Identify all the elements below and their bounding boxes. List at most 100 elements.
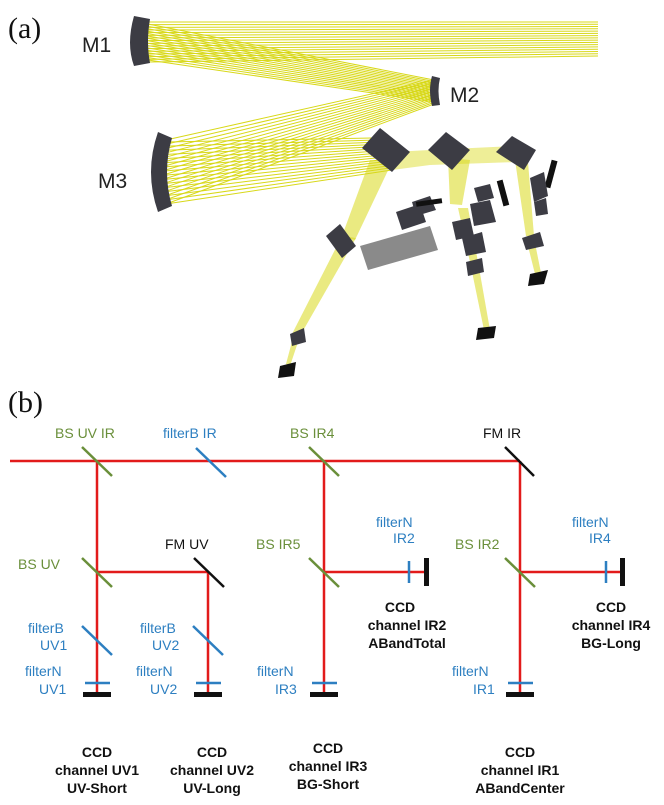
ray: [147, 45, 435, 94]
panel-a-label: (a): [8, 12, 41, 45]
ray: [165, 160, 387, 188]
label-bs-ir4: BS IR4: [290, 425, 335, 441]
label-filtern-uv1-line2: UV1: [39, 681, 66, 697]
ccd-ir1-line2: channel IR1: [481, 762, 560, 778]
filter-filterb-uv1: [81, 625, 113, 656]
label-bs-ir5: BS IR5: [256, 536, 301, 552]
ccd-ir1-line1: CCD: [505, 744, 535, 760]
ray: [165, 141, 375, 151]
ccd-ir2-line3: ABandTotal: [368, 635, 446, 651]
ccd-uv1-line1: CCD: [82, 744, 112, 760]
rays-m1-to-m2: [147, 23, 435, 103]
ray: [165, 89, 435, 167]
ray-bundles: [147, 21, 599, 366]
ccd-bar-ir3: [310, 692, 338, 697]
ray: [165, 148, 379, 164]
ray: [165, 143, 377, 155]
ccd-ir2-line2: channel IR2: [368, 617, 447, 633]
label-filtern-ir4-line2: IR4: [589, 530, 611, 546]
label-fm-ir: FM IR: [483, 425, 521, 441]
label-filterb-uv2-line2: UV2: [152, 637, 179, 653]
ray: [147, 30, 435, 85]
ccd-bar-uv1: [83, 692, 111, 697]
mirror-m1: [130, 16, 150, 66]
ray: [147, 40, 435, 91]
beamsplitter-bs-ir5: [308, 557, 340, 588]
ccd-ir2-line1: CCD: [385, 599, 415, 615]
ray: [147, 33, 435, 87]
ray: [165, 79, 435, 141]
label-filtern-ir3-line2: IR3: [275, 681, 297, 697]
panel-b-label: (b): [8, 386, 43, 419]
beamsplitter-bs-ir2: [504, 557, 536, 588]
ray: [147, 55, 599, 63]
ray: [147, 42, 435, 93]
ccd-ir1-line3: ABandCenter: [475, 780, 565, 796]
label-filterb-uv1-line1: filterB: [28, 620, 64, 636]
ray: [147, 28, 599, 31]
rays-m3-to-instrument: [165, 137, 393, 205]
ccd-bar-ir4: [620, 558, 625, 586]
ray: [147, 25, 435, 82]
ccd-uv2-line1: CCD: [197, 744, 227, 760]
ray: [165, 165, 390, 197]
label-filtern-ir4-line1: filterN: [572, 514, 609, 530]
ray: [165, 137, 373, 143]
ray: [165, 87, 435, 162]
label-filtern-uv2-line1: filterN: [136, 663, 173, 679]
ray: [147, 30, 599, 34]
ray: [147, 44, 599, 50]
label-bs-uv-ir: BS UV IR: [55, 425, 115, 441]
instrument-block: [360, 226, 438, 270]
ccd-ir4-line2: channel IR4: [572, 617, 651, 633]
ray: [147, 32, 599, 36]
ray: [165, 93, 435, 179]
filter-filterb-ir: [195, 447, 227, 478]
label-filtern-ir2-line2: IR2: [393, 530, 415, 546]
label-filterb-uv1-line2: UV1: [40, 637, 67, 653]
ray: [165, 167, 391, 201]
ray: [147, 48, 599, 55]
ray: [165, 169, 393, 205]
label-filtern-uv2-line2: UV2: [150, 681, 177, 697]
ray: [165, 81, 435, 145]
label-m1: M1: [82, 34, 111, 57]
ray: [147, 49, 435, 97]
ray: [165, 82, 435, 150]
ccd-bar-uv2: [194, 692, 222, 697]
ray: [147, 23, 435, 81]
fold-mirror-fm-ir: [504, 446, 535, 477]
mirror-m3: [151, 132, 172, 212]
ccd-bar-ir2: [424, 558, 429, 586]
ray: [147, 35, 599, 39]
ray: [147, 37, 435, 90]
rays-m2-to-m3: [165, 79, 435, 205]
label-bs-uv: BS UV: [18, 556, 61, 572]
ray: [147, 52, 435, 99]
ray: [165, 90, 435, 171]
ray: [147, 26, 599, 28]
ray: [165, 92, 435, 175]
ray: [165, 154, 383, 176]
ccd-uv1-line3: UV-Short: [67, 780, 127, 796]
beamsplitter-bs-uv-ir: [81, 446, 113, 477]
label-m2: M2: [450, 84, 479, 107]
label-filtern-ir1-line1: filterN: [452, 663, 489, 679]
label-bs-ir2: BS IR2: [455, 536, 500, 552]
ccd-bar-ir1: [506, 692, 534, 697]
ccd-ir3-line2: channel IR3: [289, 758, 368, 774]
beamsplitter-bs-uv: [81, 557, 113, 588]
ray: [165, 156, 385, 180]
label-filtern-ir3-line1: filterN: [257, 663, 294, 679]
ray: [165, 158, 386, 184]
ccd-uv2-line2: channel UV2: [170, 762, 254, 778]
ccd-ir3-line1: CCD: [313, 740, 343, 756]
ray: [147, 47, 435, 96]
ray: [165, 163, 389, 193]
ray: [165, 150, 381, 168]
ccd-uv2-line3: UV-Long: [183, 780, 241, 796]
mirror-m2: [430, 76, 440, 106]
ray: [165, 146, 378, 160]
ray: [147, 46, 599, 52]
